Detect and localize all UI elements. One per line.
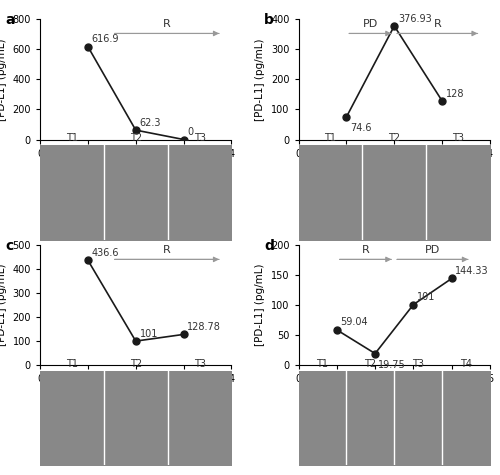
Text: T3: T3 <box>452 133 464 143</box>
Text: 128: 128 <box>446 88 464 98</box>
Text: T3: T3 <box>412 359 424 369</box>
Text: a: a <box>6 13 15 27</box>
Text: 0: 0 <box>188 127 194 137</box>
Text: 62.3: 62.3 <box>140 118 161 128</box>
Text: T4: T4 <box>460 359 472 369</box>
Text: T3: T3 <box>194 359 205 369</box>
X-axis label: Cure number: Cure number <box>99 164 172 174</box>
Text: 376.93: 376.93 <box>398 14 432 24</box>
Text: 101: 101 <box>140 329 158 339</box>
Text: T1: T1 <box>66 359 78 369</box>
Text: 436.6: 436.6 <box>92 248 119 258</box>
Text: T2: T2 <box>130 359 142 369</box>
Text: 101: 101 <box>416 292 435 302</box>
Text: 19.75: 19.75 <box>378 360 406 370</box>
Text: b: b <box>264 13 274 27</box>
Y-axis label: [PD-L1] (pg/mL): [PD-L1] (pg/mL) <box>256 38 266 121</box>
Text: PD: PD <box>362 19 378 28</box>
Text: d: d <box>264 239 274 253</box>
Y-axis label: [PD-L1] (pg/mL): [PD-L1] (pg/mL) <box>0 264 7 346</box>
Text: T3: T3 <box>194 133 205 143</box>
Text: T2: T2 <box>388 133 400 143</box>
Text: T1: T1 <box>324 133 336 143</box>
Text: 616.9: 616.9 <box>92 34 119 44</box>
Text: T2: T2 <box>364 359 376 369</box>
Text: T2: T2 <box>130 133 142 143</box>
Text: R: R <box>434 19 441 28</box>
Text: 128.78: 128.78 <box>188 322 222 332</box>
Text: PD: PD <box>425 245 440 255</box>
X-axis label: Cure number: Cure number <box>99 390 172 400</box>
Text: 74.6: 74.6 <box>350 123 372 133</box>
Text: 144.33: 144.33 <box>455 266 488 276</box>
Text: T1: T1 <box>316 359 328 369</box>
Text: c: c <box>6 239 14 253</box>
Text: T1: T1 <box>66 133 78 143</box>
Y-axis label: [PD-L1] (pg/mL): [PD-L1] (pg/mL) <box>256 264 266 346</box>
Text: R: R <box>163 19 170 28</box>
Text: R: R <box>163 245 170 255</box>
Text: R: R <box>362 245 370 255</box>
X-axis label: Cure number: Cure number <box>358 390 431 400</box>
X-axis label: Cure number: Cure number <box>358 164 431 174</box>
Text: 59.04: 59.04 <box>340 317 367 327</box>
Y-axis label: [PD-L1] (pg/mL): [PD-L1] (pg/mL) <box>0 38 7 121</box>
